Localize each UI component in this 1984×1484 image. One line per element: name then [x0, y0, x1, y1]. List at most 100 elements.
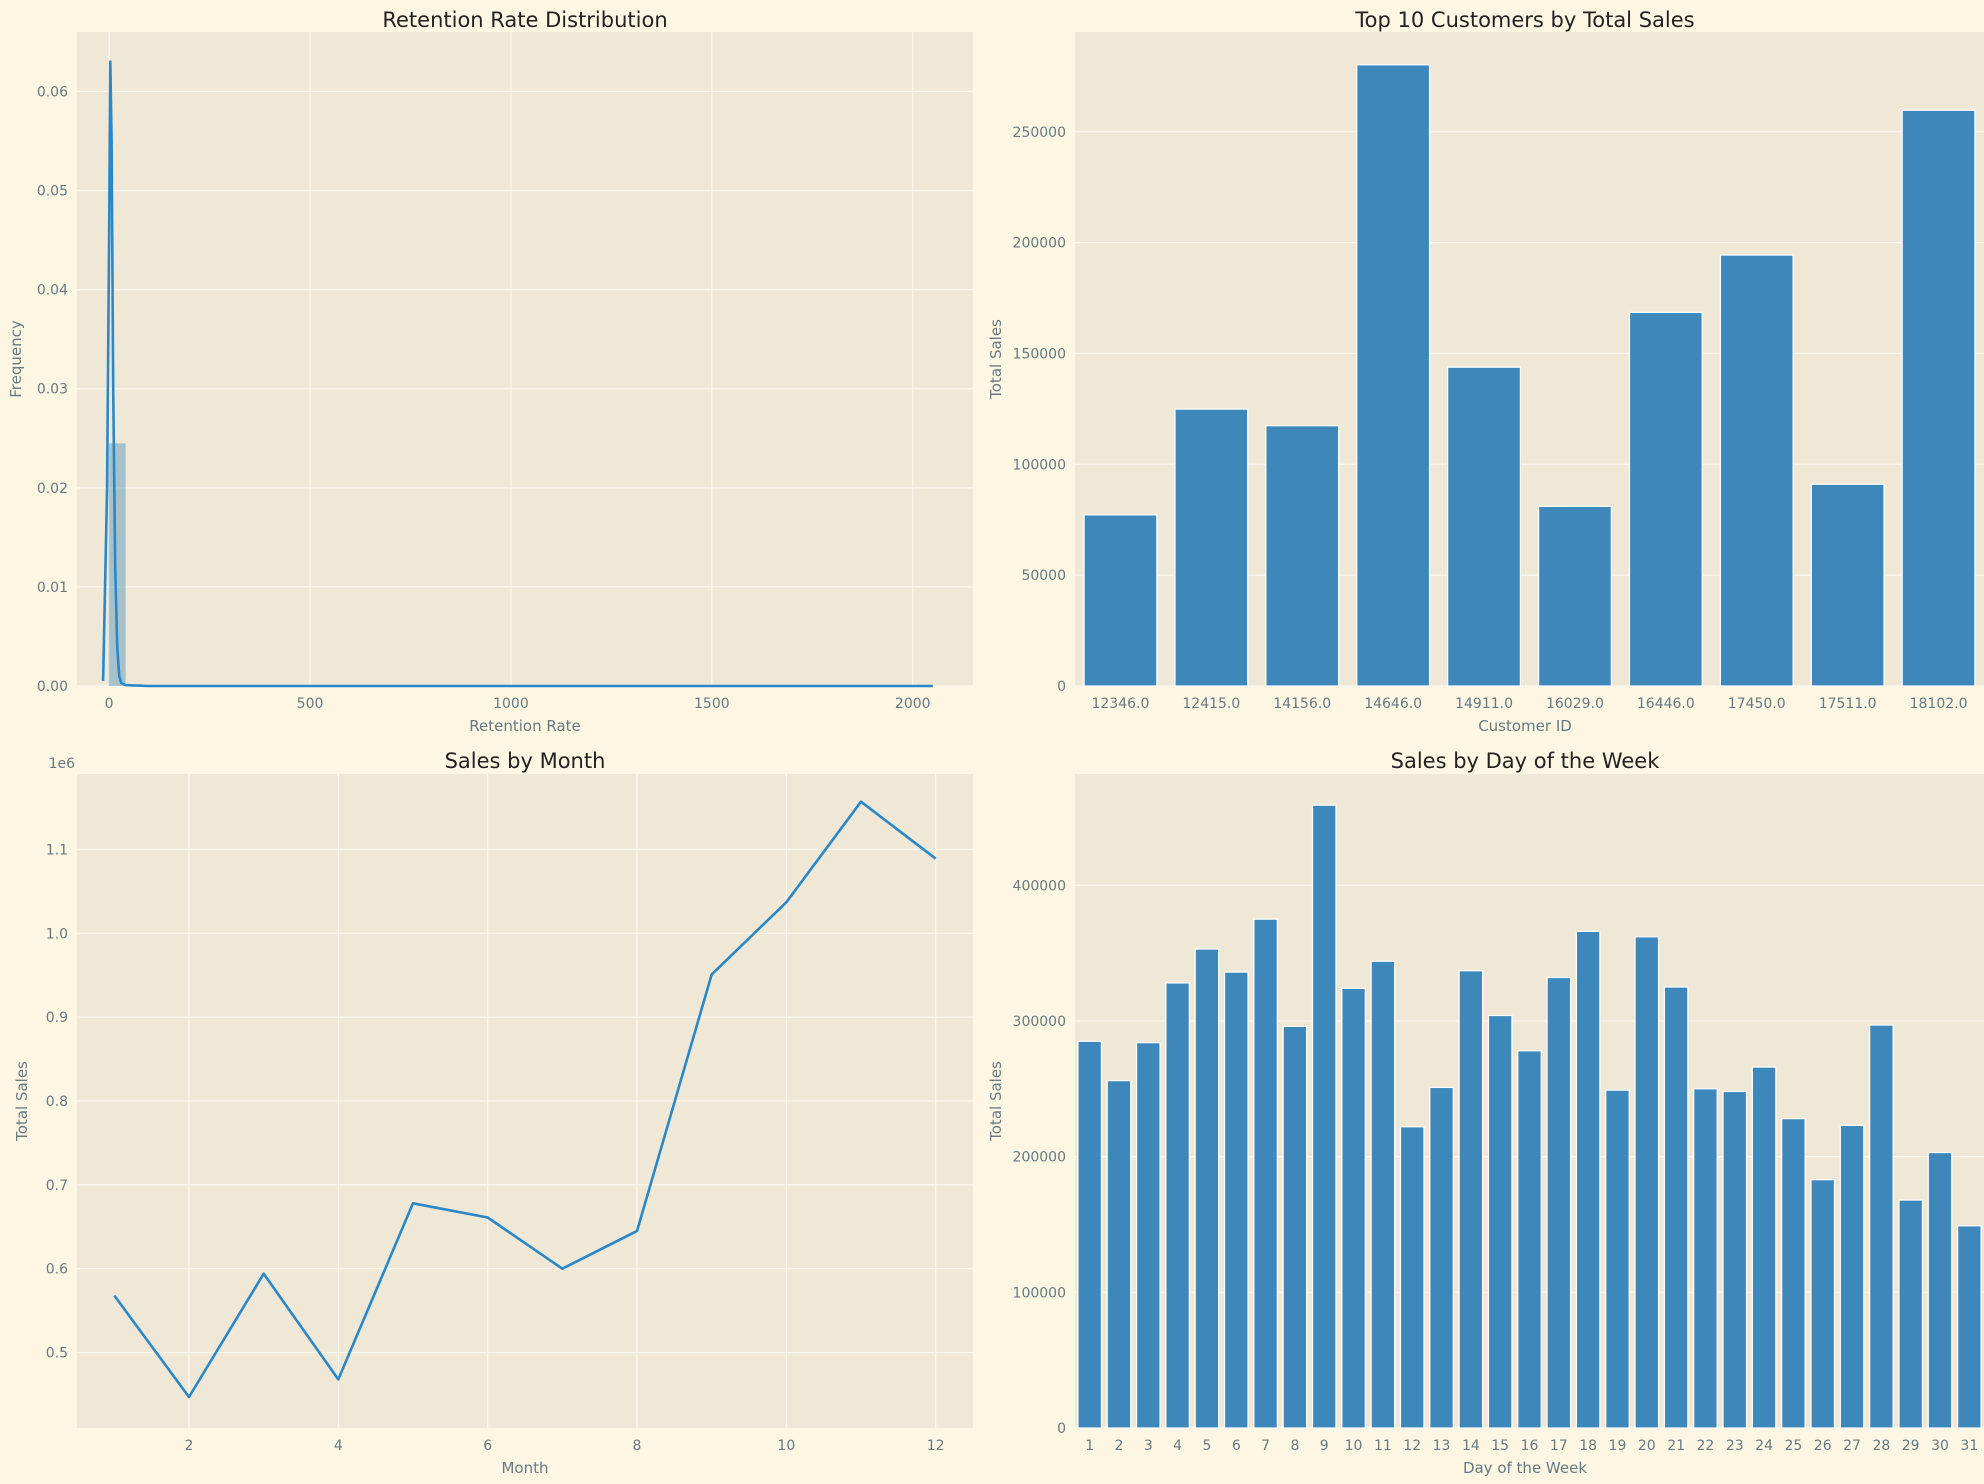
retention-xtick-label: 2000 — [895, 696, 931, 712]
retention-ytick-label: 0.01 — [37, 580, 68, 596]
retention-ytick-label: 0.04 — [37, 283, 68, 299]
sales-by-day-bar — [1927, 1151, 1953, 1429]
retention-ytick-label: 0.00 — [37, 679, 68, 695]
top-customers-xtick-label: 16029.0 — [1546, 696, 1604, 712]
panel-sales-by-month: 0.5 0.6 0.7 0.8 0.9 1.0 1.1 2 4 6 8 10 12 Sales by M… — [13, 749, 973, 1477]
retention-title: Retention Rate Distribution — [382, 8, 667, 32]
sales-by-day-xtick-label: 4 — [1173, 1438, 1182, 1454]
sales-by-day-bar — [1517, 1050, 1542, 1429]
sales-by-day-bar — [1311, 804, 1337, 1429]
retention-plot-area — [77, 32, 973, 686]
top-customers-bar — [1174, 408, 1249, 687]
sales-by-day-xtick-label: 1 — [1085, 1438, 1094, 1454]
top-customers-xtick-label: 17511.0 — [1819, 696, 1877, 712]
sales-by-day-bar — [1106, 1080, 1132, 1429]
sales-by-day-xtick-label: 25 — [1784, 1438, 1802, 1454]
top-customers-bar — [1810, 483, 1885, 687]
sales-by-day-xtick-label: 7 — [1261, 1438, 1270, 1454]
sales-by-day-title: Sales by Day of the Week — [1391, 749, 1661, 773]
sales-by-day-bar — [1399, 1126, 1425, 1429]
sales-by-day-bar — [1781, 1118, 1806, 1429]
sales-by-month-ytick-label: 0.8 — [46, 1094, 68, 1110]
panel-retention: 0.00 0.01 0.02 0.03 0.04 0.05 0.06 0 500 1000 1500… — [7, 8, 973, 735]
sales-by-day-bar — [1077, 1040, 1102, 1429]
sales-by-day-xtick-label: 19 — [1609, 1438, 1627, 1454]
retention-xtick-label: 500 — [297, 696, 324, 712]
panel-top-customers: 0 50000 100000 150000 200000 250000 12346.0 124… — [987, 8, 1984, 735]
top-customers-xtick-label: 14646.0 — [1364, 696, 1422, 712]
sales-by-day-bar — [1839, 1124, 1865, 1429]
sales-by-day-ytick-label: 100000 — [1013, 1285, 1066, 1301]
top-customers-ylabel: Total Sales — [987, 319, 1005, 400]
retention-ytick-label: 0.02 — [37, 481, 68, 497]
sales-by-day-bar — [1135, 1042, 1161, 1429]
sales-by-month-ytick-label: 1.0 — [46, 926, 68, 942]
sales-by-day-bar — [1223, 971, 1249, 1429]
top-customers-ytick-label: 200000 — [1013, 236, 1066, 252]
top-customers-bar — [1719, 254, 1794, 687]
retention-xtick-label: 1500 — [694, 696, 730, 712]
sales-by-day-xlabel: Day of the Week — [1463, 1459, 1587, 1477]
sales-by-day-bar — [1253, 918, 1278, 1429]
sales-by-day-ytick-label: 200000 — [1013, 1150, 1066, 1166]
top-customers-bar — [1628, 311, 1703, 687]
sales-by-month-offset-label: 1e6 — [49, 756, 76, 772]
sales-by-day-xtick-label: 2 — [1115, 1438, 1124, 1454]
sales-by-day-bar — [1194, 948, 1220, 1429]
sales-by-day-ylabel: Total Sales — [987, 1061, 1005, 1142]
sales-by-day-bar — [1957, 1225, 1982, 1429]
sales-by-day-bar — [1634, 936, 1660, 1429]
sales-by-day-xtick-label: 17 — [1550, 1438, 1568, 1454]
top-customers-xtick-label: 17450.0 — [1728, 696, 1786, 712]
sales-by-day-bar — [1546, 976, 1572, 1429]
sales-by-day-bar — [1810, 1179, 1836, 1429]
retention-hist-bar — [108, 443, 126, 686]
top-customers-xtick-label: 14156.0 — [1273, 696, 1331, 712]
sales-by-day-xtick-label: 6 — [1232, 1438, 1241, 1454]
sales-by-day-bar — [1341, 987, 1366, 1429]
sales-by-month-ytick-label: 0.6 — [46, 1262, 68, 1278]
retention-xlabel: Retention Rate — [469, 717, 581, 735]
top-customers-xtick-label: 12346.0 — [1091, 696, 1149, 712]
top-customers-xtick-label: 14911.0 — [1455, 696, 1513, 712]
top-customers-bar — [1447, 366, 1522, 687]
sales-by-day-bar — [1722, 1090, 1748, 1429]
sales-by-day-xtick-label: 24 — [1755, 1438, 1773, 1454]
sales-by-day-bar — [1898, 1199, 1924, 1429]
sales-by-day-bar — [1487, 1014, 1513, 1429]
retention-ytick-label: 0.03 — [37, 382, 68, 398]
sales-by-day-xtick-label: 30 — [1931, 1438, 1949, 1454]
sales-by-day-xtick-label: 12 — [1403, 1438, 1421, 1454]
top-customers-xtick-label: 16446.0 — [1637, 696, 1695, 712]
retention-ylabel: Frequency — [7, 320, 25, 398]
sales-by-day-bar — [1869, 1024, 1894, 1429]
top-customers-xtick-label: 18102.0 — [1910, 696, 1968, 712]
sales-by-day-xtick-label: 9 — [1320, 1438, 1329, 1454]
retention-ytick-label: 0.05 — [37, 184, 68, 200]
sales-by-day-xtick-label: 5 — [1202, 1438, 1211, 1454]
sales-by-month-ytick-label: 1.1 — [46, 842, 68, 858]
sales-by-day-bar — [1751, 1066, 1777, 1429]
sales-by-month-xtick-label: 2 — [185, 1438, 194, 1454]
sales-by-day-xtick-label: 29 — [1902, 1438, 1920, 1454]
sales-by-month-xlabel: Month — [501, 1459, 548, 1477]
sales-by-day-xtick-label: 26 — [1814, 1438, 1832, 1454]
top-customers-bar — [1356, 64, 1431, 687]
retention-xtick-label: 0 — [105, 696, 114, 712]
sales-by-day-bar — [1575, 930, 1601, 1429]
sales-by-day-bar — [1663, 986, 1689, 1429]
sales-by-day-bar — [1458, 970, 1484, 1429]
top-customers-bar — [1083, 514, 1158, 687]
sales-by-day-xtick-label: 20 — [1638, 1438, 1656, 1454]
sales-by-day-xtick-label: 23 — [1726, 1438, 1744, 1454]
sales-by-month-ylabel: Total Sales — [13, 1061, 31, 1142]
top-customers-bar — [1901, 109, 1976, 687]
sales-by-day-xtick-label: 3 — [1144, 1438, 1153, 1454]
sales-by-day-xtick-label: 15 — [1491, 1438, 1509, 1454]
sales-by-day-xtick-label: 21 — [1667, 1438, 1685, 1454]
top-customers-xlabel: Customer ID — [1478, 717, 1572, 735]
top-customers-bar — [1537, 505, 1612, 687]
sales-by-month-xtick-label: 12 — [927, 1438, 945, 1454]
